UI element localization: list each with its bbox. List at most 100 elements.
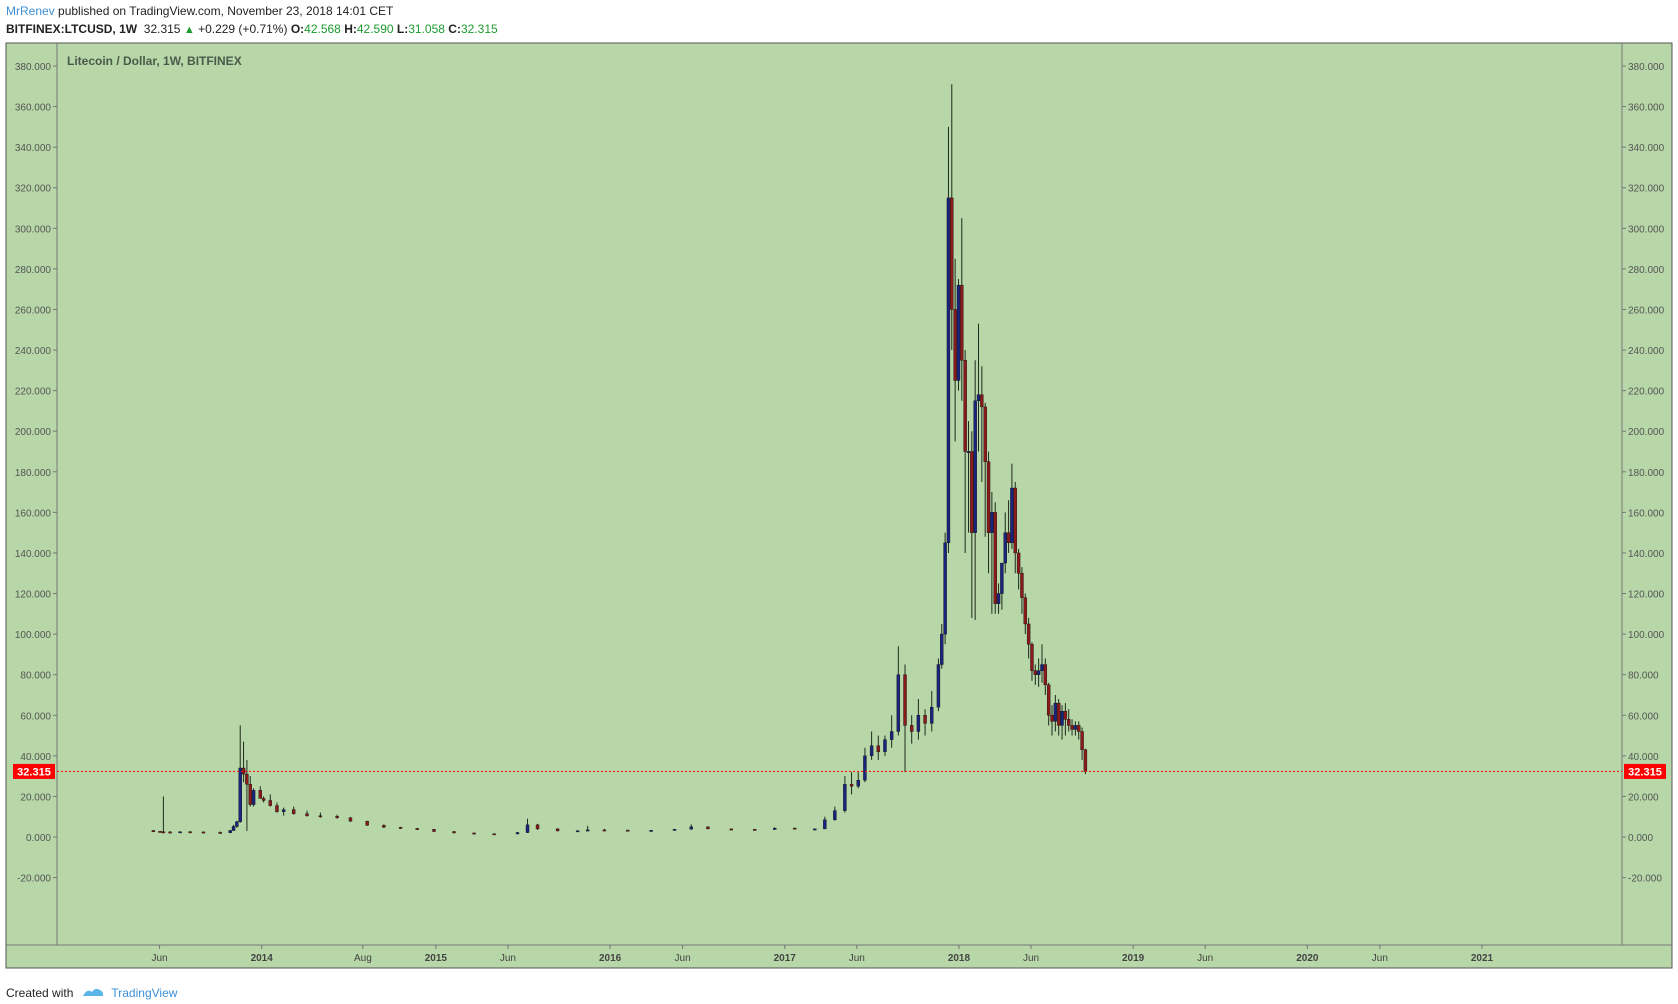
x-tick-label: Jun [500,953,516,964]
candle-body [1067,719,1071,726]
candle-body [238,767,242,822]
x-tick-label: Jun [152,953,168,964]
y-tick-label-right: 160.000 [1628,508,1665,519]
candle-body [990,512,994,533]
candle-body [986,461,991,533]
candles-group [151,84,1088,836]
x-tick-label: 2018 [948,953,971,964]
candle-body [909,725,914,732]
candle-body [1053,702,1058,722]
x-tick-label: 2021 [1471,953,1494,964]
candle-body [689,826,693,830]
candle-body [1040,664,1044,671]
tradingview-logo-icon[interactable] [81,986,105,1000]
candle-body [1023,597,1027,625]
candle-body [258,790,262,799]
candle-body [335,816,339,818]
y-tick-label-right: 40.000 [1628,752,1659,763]
candle-body [916,715,921,732]
y-tick-label-right: 140.000 [1628,549,1665,560]
candle-body [849,784,854,787]
y-tick-label-right: 320.000 [1628,184,1665,195]
y-tick-label-left: 340.000 [15,143,52,154]
y-tick-label-right: -20.000 [1628,874,1662,885]
candle-body [883,739,887,752]
candle-body [1000,562,1004,594]
y-tick-label-right: 100.000 [1628,630,1665,641]
quote-line: BITFINEX:LTCUSD, 1W 32.315 ▲ +0.229 (+0.… [6,22,498,36]
y-tick-label-left: 240.000 [15,346,52,357]
candle-body [1050,715,1054,722]
candle-body [161,831,166,834]
candle-body [1080,731,1084,750]
candle-body [1026,623,1031,645]
candle-body [953,309,957,381]
time-axis: Jun 2014 Aug 2015 Jun 2016 Jun 2017 Jun 2018 Jun 20… [152,945,1494,964]
y-tick-label-right: 220.000 [1628,387,1665,398]
candle-body [1083,749,1088,772]
candle-body [1036,670,1041,675]
y-tick-label-right: 340.000 [1628,143,1665,154]
tradingview-link[interactable]: TradingView [111,986,178,1000]
x-tick-label: 2014 [251,953,274,964]
candle-body [706,826,710,830]
candle-body [1003,532,1007,564]
candle-body [793,827,797,830]
y-tick-label-left: 360.000 [15,103,52,114]
author-name[interactable]: MrRenev [6,4,55,18]
y-tick-label-right: 260.000 [1628,305,1665,316]
candle-body [415,828,419,830]
y-tick-label-left: 260.000 [15,305,52,316]
candle-body [248,784,252,805]
y-tick-label-left: -20.000 [17,874,51,885]
candle-body [950,197,954,310]
candle-body [672,829,677,831]
price-badge-right: 32.315 [1624,763,1666,779]
candle-body [876,745,880,752]
low-value: 31.058 [408,22,445,36]
candle-body [515,832,520,835]
created-with-text: Created with [6,986,74,1000]
candle-body [626,829,630,832]
candle-body [960,284,964,361]
y-tick-label-left: 300.000 [15,224,52,235]
x-tick-label: 2019 [1122,953,1145,964]
y-tick-label-left: 80.000 [20,671,51,682]
candle-body [251,790,256,805]
candle-body [201,831,206,834]
candle-body [1046,684,1051,716]
candle-body [365,820,369,826]
y-tick-label-right: 300.000 [1628,224,1665,235]
candle-body [649,830,653,832]
candle-body [970,451,974,533]
price-change: +0.229 (+0.71%) [198,22,288,36]
y-tick-label-right: 80.000 [1628,671,1659,682]
candle-body [940,633,944,665]
x-tick-label: 2017 [774,953,797,964]
x-tick-label: Jun [1372,953,1388,964]
price-badge-left-label: 32.315 [17,766,51,778]
candle-body [188,831,192,834]
open-value: 42.568 [304,22,341,36]
candle-body [1030,644,1034,671]
y-tick-label-left: 220.000 [15,387,52,398]
y-tick-label-left: 320.000 [15,184,52,195]
candle-body [231,826,236,831]
candle-body [773,827,777,830]
candle-body [275,805,279,812]
candle-body [923,715,927,724]
right-price-axis: -20.000 0.000 20.000 40.000 60.000 80.000 100.… [1622,62,1665,885]
price-badge-right-label: 32.315 [1628,766,1662,778]
candle-body [1013,487,1017,554]
candle-body [823,819,827,830]
candle-body [993,512,997,604]
y-tick-label-left: 160.000 [15,508,52,519]
chart-background[interactable] [5,42,1673,969]
x-tick-label: 2016 [599,953,622,964]
y-tick-label-left: 120.000 [15,590,52,601]
candle-body [813,828,817,831]
candle-body [1033,670,1038,675]
y-tick-label-left: 20.000 [20,792,51,803]
candle-body [869,745,874,757]
